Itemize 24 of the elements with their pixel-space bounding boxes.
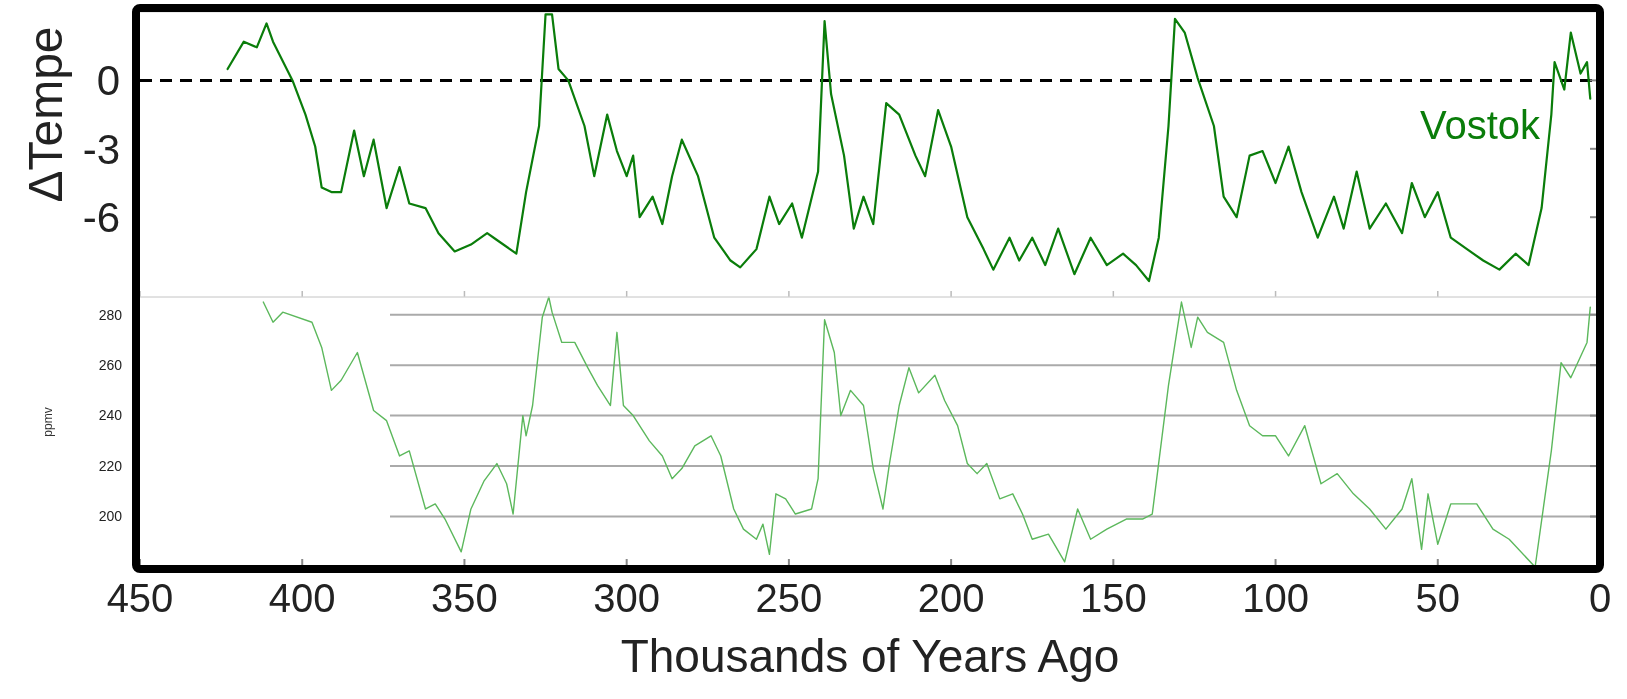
y-tick-label: -6 bbox=[82, 193, 120, 241]
x-tick-label: 50 bbox=[1415, 576, 1461, 620]
y-axis-title: ppmv bbox=[41, 407, 55, 437]
x-tick-label: 100 bbox=[1242, 576, 1309, 620]
x-tick-label: 350 bbox=[431, 576, 498, 620]
x-tick-label: 400 bbox=[268, 576, 336, 620]
y-tick-label: 260 bbox=[98, 357, 123, 374]
y-tick-label: 280 bbox=[98, 306, 123, 323]
x-tick-label: 0 bbox=[1588, 576, 1612, 620]
x-tick-label: 200 bbox=[917, 576, 985, 620]
x-axis-title: Thousands of Years Ago bbox=[620, 630, 1120, 682]
y-tick-label: 240 bbox=[98, 407, 123, 424]
x-tick-label: 450 bbox=[106, 576, 174, 620]
series-label: Vostok bbox=[1419, 102, 1542, 147]
x-tick-label: 300 bbox=[593, 576, 661, 620]
y-axis-title: ΔTempe bbox=[19, 26, 72, 203]
line-series bbox=[262, 296, 1591, 568]
y-tick-label: 220 bbox=[98, 457, 123, 474]
line-series bbox=[226, 13, 1592, 283]
x-tick-label: 250 bbox=[755, 576, 823, 620]
y-tick-label: 200 bbox=[98, 508, 123, 525]
x-tick-label: 150 bbox=[1079, 576, 1147, 620]
y-tick-label: 0 bbox=[96, 57, 120, 105]
y-tick-label: -3 bbox=[82, 125, 120, 173]
